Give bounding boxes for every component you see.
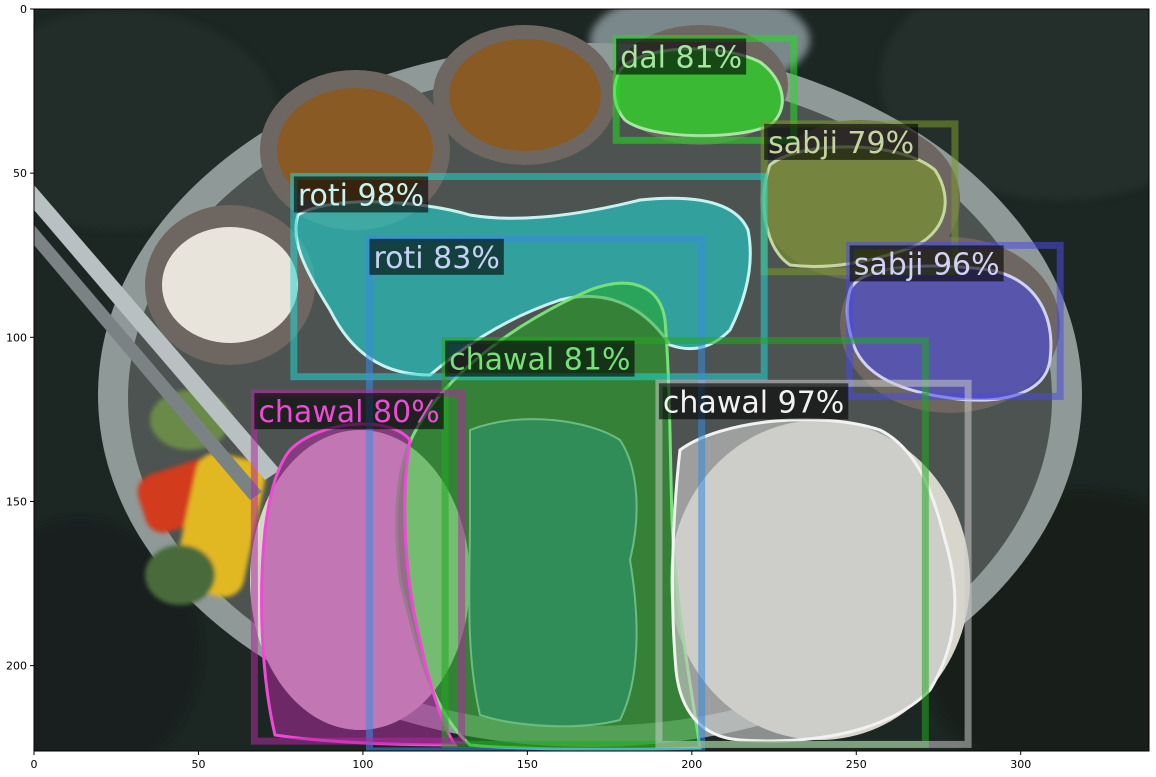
label-text-roti-83: roti 83% (373, 241, 499, 276)
box-roti-83 (365, 235, 706, 751)
x-tick: 0 (31, 751, 38, 771)
curry-center (449, 39, 601, 151)
y-tick-label: 50 (13, 167, 27, 180)
y-tick: 0 (20, 3, 34, 16)
detection-label-sabji-79: sabji 79% (764, 123, 919, 161)
x-tick-label: 50 (191, 758, 205, 771)
spoon-handle (34, 185, 280, 480)
x-tick-label: 250 (846, 758, 867, 771)
y-tick: 200 (6, 660, 34, 673)
detection-label-chawal-97: chawal 97% (658, 383, 849, 420)
label-text-chawal-80: chawal 80% (258, 395, 439, 430)
x-tick: 250 (846, 751, 867, 771)
box-roti-98 (290, 172, 768, 381)
y-tick: 150 (6, 495, 34, 508)
detection-labels: dal 81% sabji 79% roti 98% roti 83% sabj… (254, 38, 1004, 430)
axes-frame (33, 8, 1150, 752)
x-tick: 200 (681, 751, 702, 771)
y-tick-label: 200 (6, 660, 27, 673)
detection-label-chawal-80: chawal 80% (254, 393, 444, 430)
y-tick: 100 (6, 331, 34, 344)
x-tick-label: 100 (352, 758, 373, 771)
label-text-sabji-96: sabji 96% (854, 247, 1000, 282)
y-tick-label: 100 (6, 331, 27, 344)
x-tick: 300 (1010, 751, 1031, 771)
x-tick: 150 (517, 751, 538, 771)
detection-label-dal: dal 81% (616, 38, 747, 76)
detection-label-chawal-81: chawal 81% (445, 340, 635, 378)
curd (162, 227, 298, 343)
x-tick-label: 150 (517, 758, 538, 771)
y-tick-label: 150 (6, 495, 27, 508)
y-tick-label: 0 (20, 3, 27, 16)
label-text-roti-98: roti 98% (298, 178, 424, 213)
detection-label-roti-98: roti 98% (293, 176, 429, 213)
label-text-sabji-79: sabji 79% (768, 126, 914, 161)
x-tick: 50 (191, 751, 205, 771)
label-text-chawal-97: chawal 97% (663, 385, 844, 420)
y-tick: 50 (13, 167, 34, 180)
label-text-chawal-81: chawal 81% (449, 343, 630, 378)
x-tick-label: 300 (1010, 758, 1031, 771)
label-text-dal: dal 81% (620, 41, 742, 76)
detection-label-sabji-96: sabji 96% (849, 245, 1004, 282)
mask-chawal-97 (671, 418, 957, 743)
x-tick: 100 (352, 751, 373, 771)
spoon-handle-shadow (34, 225, 262, 500)
x-tick-label: 200 (681, 758, 702, 771)
detection-label-roti-83: roti 83% (369, 238, 504, 276)
x-axis: 0 50 100 150 200 250 300 (31, 751, 1031, 771)
x-tick-label: 0 (31, 758, 38, 771)
y-axis: 0 50 100 150 200 (6, 3, 34, 673)
